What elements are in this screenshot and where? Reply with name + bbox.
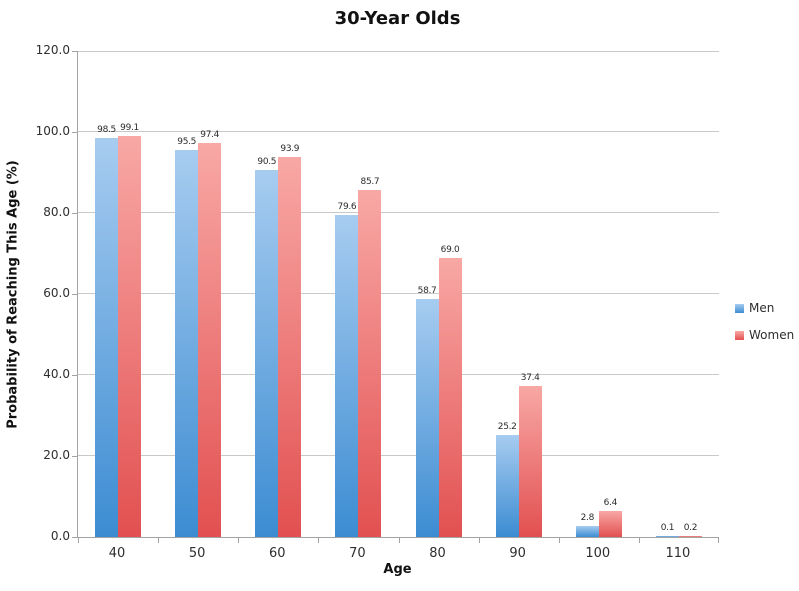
bar-women [358, 190, 382, 537]
bar-women [598, 511, 622, 537]
x-tick-label: 100 [585, 546, 611, 561]
bar-value-label: 0.1 [660, 523, 675, 533]
legend-item-women: Women [735, 328, 794, 342]
y-tick-label: 20.0 [43, 448, 70, 462]
bar-value-label: 85.7 [360, 177, 380, 187]
y-axis-tick [72, 537, 77, 538]
x-axis-tick [478, 538, 480, 543]
y-tick-label: 120.0 [35, 43, 70, 57]
bar-women [198, 143, 222, 537]
x-tick-label: 70 [349, 546, 366, 561]
bar-value-label: 99.1 [120, 123, 139, 133]
bar-men [175, 150, 199, 537]
bar-value-label: 95.5 [177, 137, 197, 147]
gridline [78, 455, 719, 456]
y-tick-label: 100.0 [35, 124, 70, 138]
gridline [78, 212, 719, 213]
bar-value-label: 90.5 [257, 157, 277, 167]
legend-item-men: Men [735, 301, 794, 315]
bar-women [678, 536, 702, 537]
bar-value-label: 0.2 [683, 523, 698, 533]
x-axis-tick [398, 538, 400, 543]
legend-label: Men [749, 301, 775, 315]
x-axis-tick [718, 538, 719, 543]
bar-value-label: 58.7 [417, 286, 437, 296]
bar-women [278, 157, 302, 537]
bar-value-label: 69.0 [440, 245, 460, 255]
gridline [78, 374, 719, 375]
gridline [78, 131, 719, 132]
x-tick-label: 110 [665, 546, 691, 561]
bar-men [575, 526, 599, 537]
legend-label: Women [749, 328, 795, 342]
y-tick-label: 80.0 [43, 205, 70, 219]
y-tick-label: 60.0 [43, 286, 70, 300]
x-axis-tick [78, 538, 79, 543]
bar-men [495, 435, 519, 537]
y-axis-tick [72, 213, 77, 214]
x-axis-tick [238, 538, 240, 543]
x-axis-tick [318, 538, 320, 543]
x-tick-label: 60 [269, 546, 286, 561]
bar-women [118, 136, 142, 537]
bar-men [335, 215, 359, 537]
x-tick-label: 40 [108, 546, 126, 561]
bar-men [415, 299, 439, 537]
bar-value-label: 6.4 [603, 498, 618, 508]
bar-value-label: 93.9 [280, 144, 300, 154]
x-axis-tick [638, 538, 640, 543]
x-axis-title: Age [383, 562, 412, 577]
bar-men [255, 170, 279, 537]
y-tick-label: 40.0 [43, 367, 70, 381]
y-tick-label: 0.0 [50, 529, 70, 543]
y-axis-tick [72, 294, 77, 295]
gridline [78, 51, 719, 52]
chart-title: 30-Year Olds [334, 8, 461, 29]
y-axis-tick [72, 375, 77, 376]
bar-value-label: 2.8 [580, 513, 595, 523]
y-axis-tick [72, 132, 77, 133]
bar-value-label: 25.2 [497, 422, 517, 432]
bar-value-label: 79.6 [337, 202, 357, 212]
bar-value-label: 98.5 [97, 125, 116, 135]
bar-women [518, 386, 542, 537]
x-tick-label: 90 [509, 546, 526, 561]
bar-value-label: 37.4 [520, 373, 540, 383]
x-axis-tick [558, 538, 560, 543]
x-axis-tick [158, 538, 160, 543]
legend: Men Women [735, 301, 794, 355]
gridline [78, 293, 719, 294]
x-tick-label: 80 [429, 546, 446, 561]
bar-value-label: 97.4 [200, 130, 220, 140]
bar-men [95, 138, 119, 537]
bar-men [655, 536, 679, 537]
plot-area: 98.5 99.1 95.5 97.4 90.5 93.9 79.6 85.7 58.7 69.0… [72, 51, 719, 543]
y-axis-tick [72, 51, 77, 52]
legend-swatch-men [735, 303, 744, 313]
x-tick-label: 50 [188, 546, 206, 561]
bar-women [438, 258, 462, 537]
y-axis-tick [72, 456, 77, 457]
legend-swatch-women [735, 330, 744, 340]
